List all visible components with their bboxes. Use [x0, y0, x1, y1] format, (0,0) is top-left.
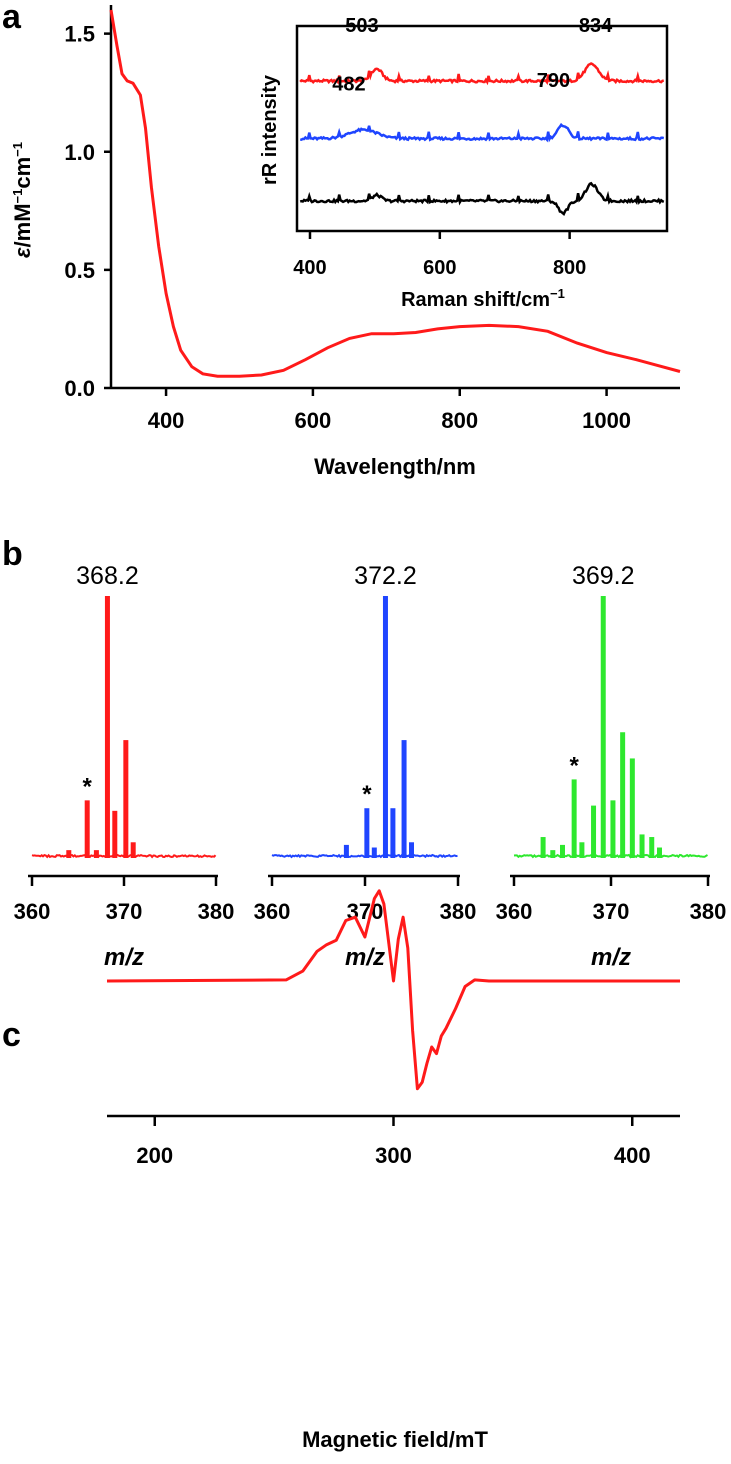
ms-peak-label: 368.2	[76, 562, 139, 590]
a-x-tick-label: 600	[295, 408, 332, 433]
raman-inset: 400 600 800 503 834 482 790	[293, 15, 669, 279]
ms-peak-bar	[639, 834, 645, 858]
ms-x-label: m/z	[345, 944, 385, 971]
ms-peak-bar	[130, 842, 136, 858]
ms-peak-bar	[364, 808, 370, 858]
ms-x-label: m/z	[591, 944, 631, 971]
ms-peak-bar	[579, 842, 585, 858]
a-x-tick-label: 400	[148, 408, 185, 433]
raman-peak-label: 834	[579, 15, 613, 37]
ms-x-tick-label: 370	[106, 899, 143, 924]
inset-x-tick-label: 600	[423, 257, 456, 279]
panel-a: a 0.0 0.5 1.0 1.5 400 600 800 1000 Wavelength/…	[2, 0, 681, 479]
panel-b-label: b	[2, 535, 23, 573]
raman-peak-label: 790	[537, 70, 570, 92]
ms-peak-bar	[571, 779, 577, 858]
epr-line	[106, 889, 680, 1091]
absorption-plot: 0.0 0.5 1.0 1.5 400 600 800 1000	[64, 5, 681, 433]
a-x-label: Wavelength/nm	[314, 454, 476, 479]
ms-peak-label: 372.2	[354, 562, 417, 590]
ms-subplot-blue: 360 370 380 m/z 372.2 *	[254, 562, 477, 971]
a-y-tick-label: 1.0	[64, 140, 95, 165]
absorption-line	[109, 9, 681, 378]
raman-trace-blue	[300, 122, 665, 143]
c-x-tick-label: 300	[375, 1143, 412, 1168]
ms-peak-bar	[620, 732, 626, 858]
ms-star-marker: *	[362, 781, 372, 808]
ms-subplot-red: 360 370 380 m/z 368.2 *	[14, 562, 235, 971]
ms-peak-bar	[560, 844, 565, 858]
c-x-tick-label: 400	[614, 1143, 651, 1168]
ms-x-tick-label: 370	[347, 899, 384, 924]
ms-x-tick-label: 360	[496, 899, 533, 924]
ms-star-marker: *	[569, 752, 579, 779]
ms-peak-bar	[371, 847, 377, 858]
ms-peak-bar	[66, 850, 72, 858]
ms-peak-bar	[401, 740, 407, 858]
a-y-tick-label: 0.0	[64, 376, 95, 401]
inset-x-tick-label: 400	[293, 257, 326, 279]
inset-y-label: rR intensity	[259, 74, 281, 185]
ms-peak-bar	[93, 850, 99, 858]
a-x-tick-label: 800	[441, 408, 478, 433]
a-y-tick-label: 0.5	[64, 258, 95, 283]
ms-x-tick-label: 380	[440, 899, 477, 924]
inset-x-label: Raman shift/cm−1	[401, 286, 565, 311]
ms-star-marker: *	[83, 773, 93, 800]
a-x-tick-label: 1000	[582, 408, 631, 433]
ms-x-tick-label: 380	[690, 899, 727, 924]
ms-peak-bar	[600, 596, 606, 858]
raman-peak-label: 503	[345, 15, 378, 37]
ms-peak-bar	[382, 596, 388, 858]
panel-c: c 200 300 400 Magnetic field/mT	[2, 889, 680, 1452]
ms-peak-bar	[629, 758, 635, 858]
raman-peak-label: 482	[332, 74, 365, 96]
ms-peak-bar	[540, 837, 546, 858]
a-y-label: ε/mM−1cm−1	[10, 142, 35, 258]
ms-peak-bar	[112, 810, 118, 858]
ms-subplot-green: 360 370 380 m/z 369.2 *	[496, 562, 727, 971]
ms-peak-bar	[409, 842, 414, 858]
raman-trace-red	[299, 62, 664, 86]
ms-peak-bar	[343, 844, 349, 858]
ms-peak-bar	[610, 800, 616, 858]
ms-peak-bar	[591, 805, 597, 858]
c-x-label: Magnetic field/mT	[302, 1427, 488, 1452]
ms-peak-bar	[649, 837, 655, 858]
ms-x-label: m/z	[104, 944, 144, 971]
ms-x-tick-label: 360	[254, 899, 291, 924]
ms-peak-bar	[104, 596, 110, 858]
ms-x-tick-label: 370	[593, 899, 630, 924]
ms-peak-bar	[123, 740, 129, 858]
panel-c-label: c	[2, 1016, 21, 1054]
ms-x-tick-label: 380	[198, 899, 235, 924]
ms-peak-label: 369.2	[572, 562, 635, 590]
panel-a-label: a	[2, 0, 22, 36]
c-x-tick-label: 200	[136, 1143, 173, 1168]
inset-x-tick-label: 800	[553, 257, 586, 279]
ms-peak-bar	[550, 850, 556, 858]
ms-peak-bar	[657, 847, 662, 858]
ms-peak-bar	[390, 808, 396, 858]
ms-peak-bar	[84, 800, 90, 858]
a-y-tick-label: 1.5	[64, 22, 95, 47]
raman-trace-black	[299, 181, 665, 217]
ms-x-tick-label: 360	[14, 899, 51, 924]
